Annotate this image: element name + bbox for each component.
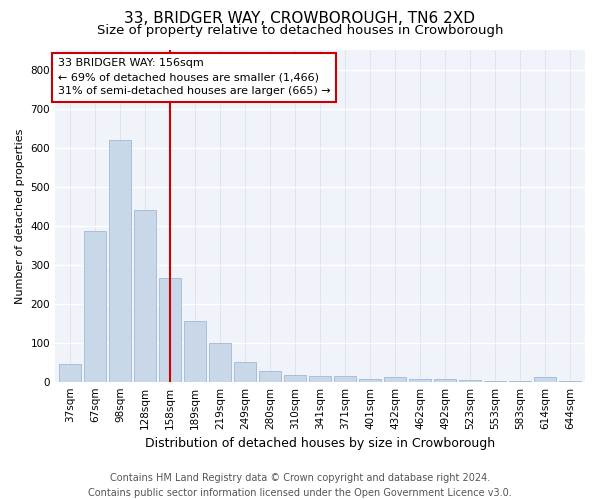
Bar [334, 376, 356, 382]
Bar [460, 380, 481, 382]
Bar [434, 380, 455, 382]
Text: 33 BRIDGER WAY: 156sqm
← 69% of detached houses are smaller (1,466)
31% of semi-: 33 BRIDGER WAY: 156sqm ← 69% of detached… [58, 58, 331, 96]
Bar [184, 321, 206, 382]
Bar [509, 380, 530, 382]
Text: 33, BRIDGER WAY, CROWBOROUGH, TN6 2XD: 33, BRIDGER WAY, CROWBOROUGH, TN6 2XD [125, 11, 476, 26]
Bar [484, 380, 506, 382]
Bar [359, 380, 380, 382]
Bar [59, 364, 80, 382]
Bar [559, 380, 581, 382]
Text: Size of property relative to detached houses in Crowborough: Size of property relative to detached ho… [97, 24, 503, 37]
Bar [134, 210, 155, 382]
Bar [385, 377, 406, 382]
Bar [284, 374, 305, 382]
Bar [535, 377, 556, 382]
X-axis label: Distribution of detached houses by size in Crowborough: Distribution of detached houses by size … [145, 437, 495, 450]
Bar [235, 362, 256, 382]
Bar [160, 278, 181, 382]
Bar [209, 342, 230, 382]
Text: Contains HM Land Registry data © Crown copyright and database right 2024.
Contai: Contains HM Land Registry data © Crown c… [88, 472, 512, 498]
Bar [409, 378, 431, 382]
Bar [85, 232, 106, 382]
Y-axis label: Number of detached properties: Number of detached properties [15, 128, 25, 304]
Bar [310, 376, 331, 382]
Bar [259, 371, 281, 382]
Bar [109, 140, 131, 382]
